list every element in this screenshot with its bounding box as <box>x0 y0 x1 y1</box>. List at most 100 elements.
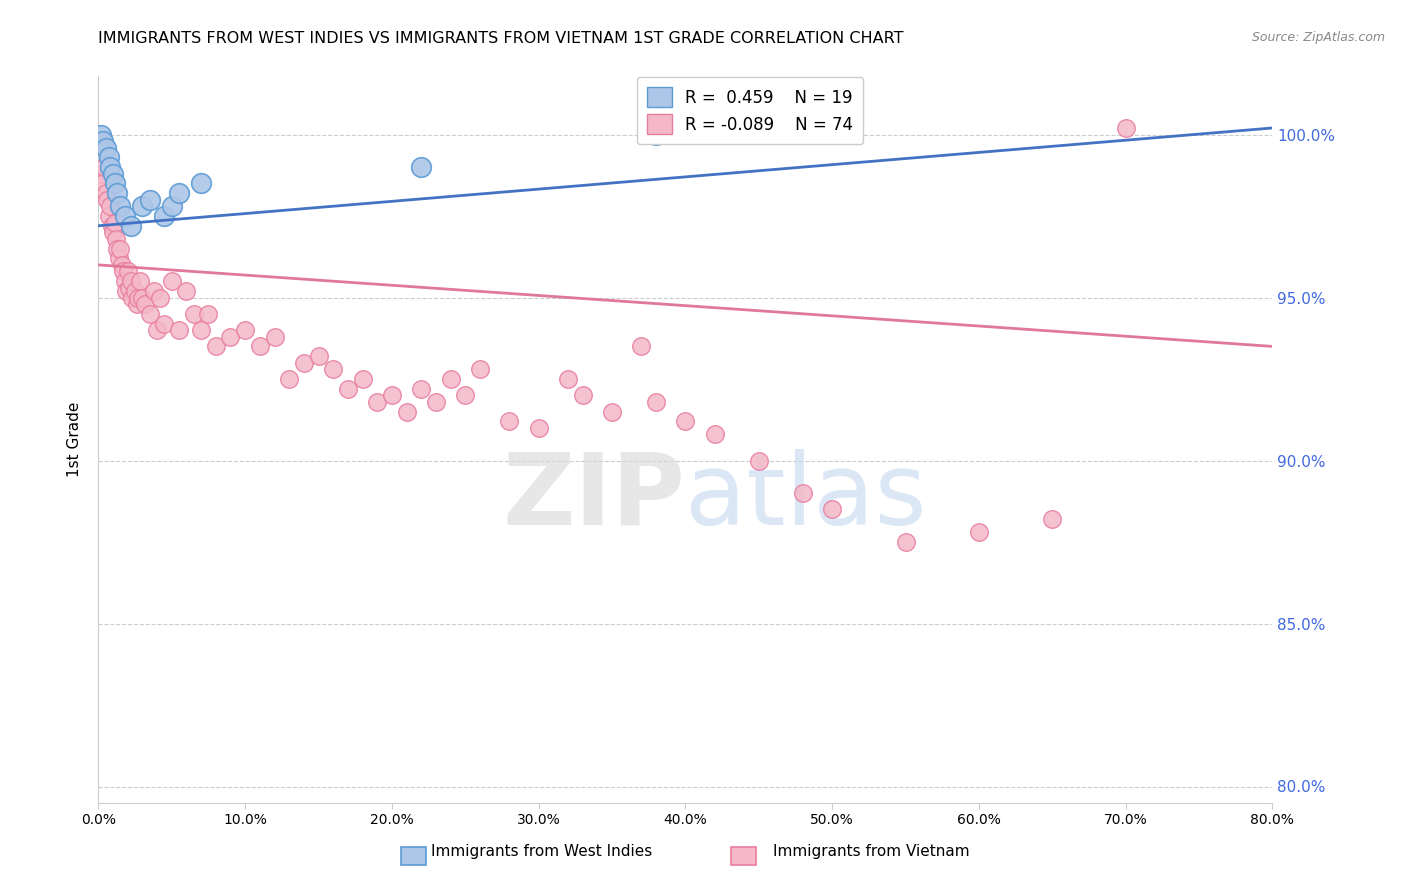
Text: Immigrants from Vietnam: Immigrants from Vietnam <box>773 845 970 859</box>
Point <box>160 274 183 288</box>
Point <box>527 421 550 435</box>
Point <box>176 284 198 298</box>
Point <box>128 274 150 288</box>
Point <box>233 323 256 337</box>
Point <box>183 307 205 321</box>
Point <box>468 362 491 376</box>
Point <box>454 388 477 402</box>
Point <box>411 160 433 174</box>
Point <box>571 388 593 402</box>
Point <box>366 394 388 409</box>
Text: ZIP: ZIP <box>502 449 686 546</box>
Point <box>127 291 149 305</box>
Point <box>894 535 917 549</box>
Point <box>219 329 242 343</box>
Point <box>308 349 330 363</box>
Point <box>336 382 359 396</box>
Point <box>105 232 128 246</box>
Point <box>630 339 652 353</box>
Point <box>124 284 146 298</box>
Point <box>91 134 114 148</box>
Point <box>792 486 814 500</box>
Point <box>100 219 122 233</box>
Point <box>197 307 219 321</box>
Point <box>98 199 121 213</box>
Point <box>149 291 172 305</box>
Point <box>498 414 520 428</box>
Point <box>352 372 374 386</box>
Point <box>557 372 579 386</box>
Point <box>167 186 190 201</box>
Point <box>103 177 125 191</box>
Text: atlas: atlas <box>686 449 927 546</box>
Point <box>115 284 138 298</box>
Point <box>118 281 141 295</box>
Point <box>748 453 770 467</box>
Point <box>153 209 176 223</box>
Point <box>1115 120 1137 135</box>
Point <box>278 372 301 386</box>
Point <box>121 291 143 305</box>
Point <box>120 219 142 233</box>
Point <box>96 193 118 207</box>
Point <box>160 199 183 213</box>
Point <box>139 193 162 207</box>
Point <box>101 225 124 239</box>
Point <box>425 394 447 409</box>
Point <box>205 339 228 353</box>
Point <box>120 274 142 288</box>
Point <box>103 215 125 229</box>
Point <box>645 128 668 142</box>
Point <box>111 258 134 272</box>
Point <box>167 323 190 337</box>
Point <box>98 160 121 174</box>
Legend: R =  0.459    N = 19, R = -0.089    N = 74: R = 0.459 N = 19, R = -0.089 N = 74 <box>637 77 863 145</box>
Point <box>90 167 112 181</box>
Point <box>108 252 131 266</box>
Point <box>101 167 124 181</box>
Point <box>146 323 169 337</box>
Point <box>117 264 139 278</box>
Point <box>967 525 990 540</box>
Point <box>263 329 285 343</box>
Point <box>440 372 463 386</box>
Point <box>190 323 212 337</box>
Point <box>703 427 725 442</box>
Point <box>645 394 668 409</box>
Point <box>675 414 697 428</box>
Point <box>107 186 129 201</box>
Point <box>107 242 129 256</box>
Point <box>94 140 117 154</box>
Point <box>139 307 162 321</box>
Point <box>322 362 344 376</box>
Point <box>110 242 132 256</box>
Point <box>93 160 115 174</box>
Point <box>153 317 176 331</box>
Point <box>395 404 418 418</box>
Point <box>821 502 844 516</box>
Text: Source: ZipAtlas.com: Source: ZipAtlas.com <box>1251 31 1385 45</box>
Point <box>1040 512 1063 526</box>
Point <box>110 199 132 213</box>
Point <box>131 291 153 305</box>
Text: Immigrants from West Indies: Immigrants from West Indies <box>430 845 652 859</box>
Point <box>292 356 315 370</box>
Point <box>114 209 136 223</box>
Point <box>112 264 135 278</box>
Point <box>143 284 166 298</box>
Point <box>249 339 271 353</box>
Y-axis label: 1st Grade: 1st Grade <box>66 401 82 477</box>
Text: IMMIGRANTS FROM WEST INDIES VS IMMIGRANTS FROM VIETNAM 1ST GRADE CORRELATION CHA: IMMIGRANTS FROM WEST INDIES VS IMMIGRANT… <box>98 31 904 46</box>
Point <box>97 209 120 223</box>
Point <box>94 186 117 201</box>
Point <box>190 177 212 191</box>
Point <box>114 274 136 288</box>
Point <box>125 297 148 311</box>
Point <box>600 404 623 418</box>
Point <box>381 388 404 402</box>
Point <box>134 297 156 311</box>
Point <box>131 199 153 213</box>
Point <box>90 128 112 142</box>
Point <box>411 382 433 396</box>
Point <box>91 177 114 191</box>
